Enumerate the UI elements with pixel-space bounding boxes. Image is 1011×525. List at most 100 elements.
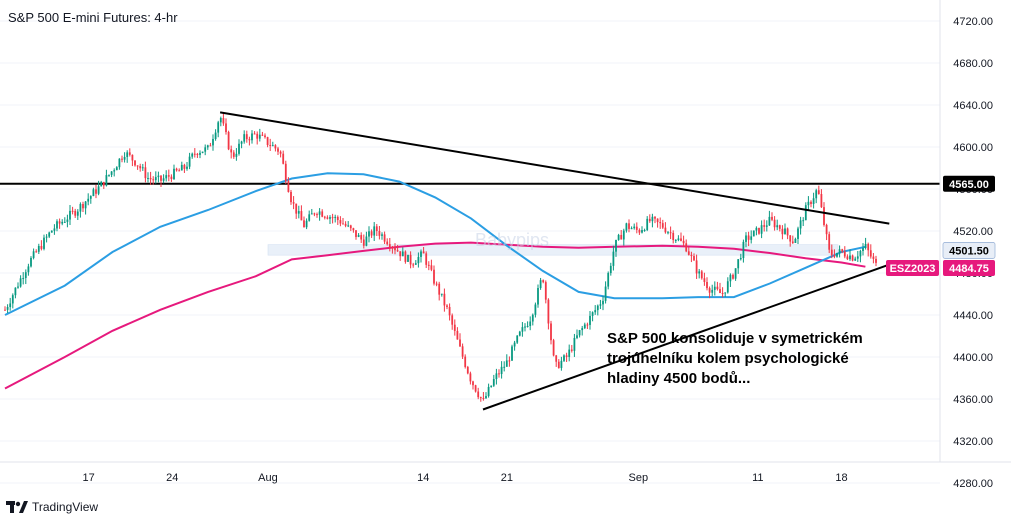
candle-body [279,151,282,154]
candle-body [152,179,155,181]
candle-body [375,226,378,232]
candle-body [264,135,266,138]
candle-body [674,240,677,242]
candle-body [360,235,363,240]
candle-body [105,175,108,186]
tradingview-logo[interactable]: TradingView [6,500,98,514]
candle-body [175,168,178,171]
candle-body [622,230,625,240]
time-axis[interactable]: 17 24 Aug 14 21 Sep 11 18 [83,472,848,484]
candle-body [875,258,877,263]
candle-body [22,278,25,280]
candle-body [648,218,651,222]
candle-body [433,269,435,284]
candle-body [453,324,456,331]
candle-body [448,306,451,316]
x-tick-label: Sep [629,472,649,484]
candle-body [534,304,537,315]
candle-body [490,385,493,387]
candle-body [121,158,123,160]
candle-body [76,211,79,216]
candle-body [251,133,253,141]
tradingview-label: TradingView [32,500,99,514]
candle-body [230,149,233,153]
candle-body [318,211,321,215]
candle-body [672,232,675,241]
candle-body [287,181,290,192]
candle-body [734,268,737,279]
price-tag-label: 4501.50 [949,245,989,257]
candle-body [511,346,513,361]
y-tick-label: 4720.00 [953,16,993,28]
candle-body [557,361,560,368]
candle-body [258,134,261,139]
candle-body [349,225,352,229]
y-tick-label: 4600.00 [953,142,993,154]
x-tick-label: 18 [835,472,847,484]
candle-body [862,248,864,252]
candle-body [149,177,152,180]
x-tick-label: 14 [417,472,429,484]
candle-body [422,251,425,254]
candle-body [698,271,701,274]
candle-body [219,118,222,123]
candle-body [82,204,84,209]
annotation-line-3: hladiny 4500 bodů... [607,370,751,387]
candle-body [365,236,368,246]
candle-body [394,247,396,251]
candle-body [643,229,646,231]
y-tick-label: 4440.00 [953,310,993,322]
candle-body [810,201,812,204]
candle-body [864,243,867,249]
lower-trendline[interactable] [482,263,890,411]
upper-trendline[interactable] [219,111,890,225]
candle-body [716,286,719,290]
candle-body [513,342,516,347]
candle-body [555,355,558,362]
candle-body [755,227,758,231]
candle-body [404,251,407,262]
candle-body [443,293,446,306]
candle-body [778,225,781,229]
price-tag: ESZ2023 [886,260,939,277]
candle-body [719,289,721,294]
candle-body [825,224,828,235]
candle-body [802,220,805,222]
candle-body [841,249,844,252]
candle-body [141,167,144,169]
candle-body [872,256,875,259]
candle-body [849,255,851,260]
candle-body [682,240,685,244]
candle-body [435,283,438,285]
candle-body [30,257,32,267]
tradingview-icon [6,501,28,513]
candle-body [100,181,103,187]
candle-body [373,226,376,236]
candle-body [66,219,69,222]
candle-body [794,238,797,243]
candle-body [206,145,209,148]
candle-body [690,254,693,257]
candle-body [568,349,571,357]
candle-body [630,228,633,230]
candle-body [308,214,311,221]
candle-body [612,251,615,266]
price-tag-bg [943,260,995,277]
candle-body [596,305,599,311]
candle-body [162,178,165,181]
candle-body [134,160,136,166]
candle-body [266,137,269,146]
candle-body [817,190,820,195]
price-tag-label: 4484.75 [949,263,989,275]
candle-body [773,219,776,228]
candle-body [451,315,454,325]
candle-body [11,295,14,304]
price-tag: 4484.75 [943,260,995,277]
candle-body [401,251,404,257]
candle-body [144,167,147,179]
candle-body [531,314,534,322]
candle-body [685,243,688,252]
candle-body [607,273,610,287]
candle-body [326,217,329,219]
